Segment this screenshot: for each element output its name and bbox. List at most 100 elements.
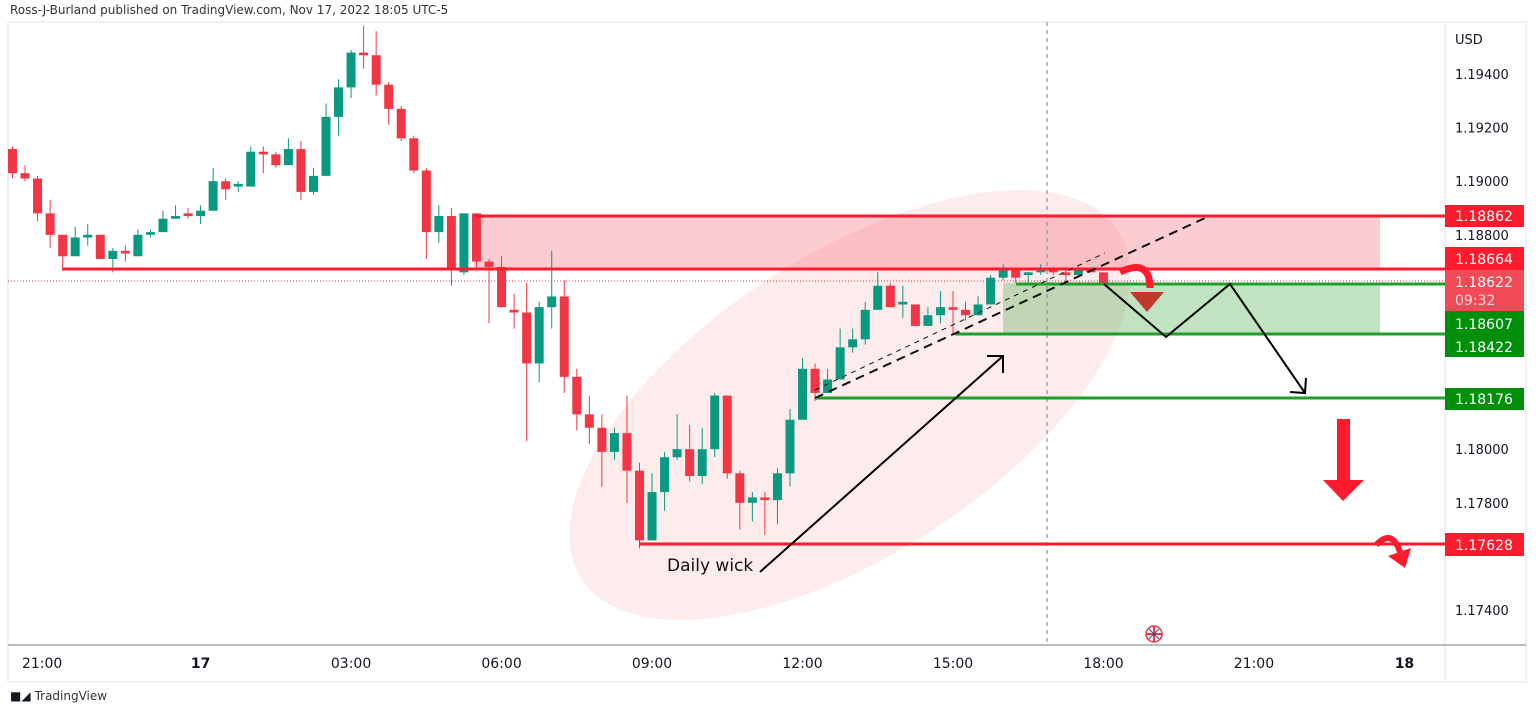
candle[interactable]	[885, 283, 895, 308]
uk-flag-event-icon[interactable]	[1145, 625, 1163, 643]
candle[interactable]	[258, 146, 268, 174]
candle[interactable]	[33, 175, 43, 222]
time-axis[interactable]: 21:00 17 03:00 06:00 09:00 12:00 15:00 18:00 21:…	[22, 656, 1414, 672]
trend-line-dashed-thin[interactable]	[814, 252, 1106, 391]
candle[interactable]	[848, 328, 858, 353]
candle[interactable]	[559, 280, 569, 393]
candle[interactable]	[609, 427, 619, 460]
candle[interactable]	[497, 256, 507, 308]
candle[interactable]	[710, 392, 720, 458]
candle[interactable]	[635, 462, 644, 549]
candle[interactable]	[271, 151, 281, 168]
candle[interactable]	[935, 291, 945, 324]
candle[interactable]	[1098, 272, 1108, 283]
candle[interactable]	[597, 414, 607, 487]
candle[interactable]	[835, 328, 845, 380]
candle[interactable]	[522, 283, 532, 442]
candle[interactable]	[547, 250, 557, 329]
candle[interactable]	[735, 470, 745, 530]
candle[interactable]	[346, 49, 356, 99]
candle[interactable]	[45, 199, 55, 249]
candle[interactable]	[145, 229, 155, 238]
candle[interactable]	[83, 224, 93, 246]
candle[interactable]	[973, 296, 983, 316]
candle[interactable]	[120, 245, 130, 262]
candle[interactable]	[672, 414, 682, 460]
candle[interactable]	[1011, 269, 1021, 284]
candle[interactable]	[898, 285, 908, 318]
candle[interactable]	[158, 210, 168, 233]
candle[interactable]	[384, 82, 394, 125]
candle-body	[233, 183, 243, 187]
candle[interactable]	[948, 291, 958, 334]
support-zone[interactable]	[1003, 283, 1380, 335]
candle[interactable]	[534, 301, 544, 383]
candle[interactable]	[221, 178, 231, 200]
candle-body	[898, 301, 908, 305]
candle[interactable]	[685, 425, 695, 482]
candle[interactable]	[647, 473, 657, 541]
candle[interactable]	[171, 205, 181, 219]
candle[interactable]	[572, 368, 582, 431]
candle[interactable]	[622, 395, 632, 503]
candle-body	[283, 149, 293, 166]
candle[interactable]	[1023, 272, 1033, 284]
candle[interactable]	[396, 106, 406, 141]
candle[interactable]	[308, 167, 318, 195]
candle[interactable]	[296, 141, 306, 200]
projection-path[interactable]	[1103, 282, 1307, 395]
highlight-ellipse[interactable]	[500, 105, 1200, 705]
candle[interactable]	[961, 301, 971, 321]
candle[interactable]	[371, 31, 381, 96]
candle[interactable]	[722, 395, 732, 479]
candle[interactable]	[772, 467, 782, 525]
candle[interactable]	[446, 208, 456, 286]
trend-line-dashed[interactable]	[814, 217, 1206, 399]
candle[interactable]	[20, 165, 30, 182]
candle[interactable]	[334, 79, 344, 136]
candle[interactable]	[923, 307, 933, 326]
candle[interactable]	[321, 103, 331, 176]
candle[interactable]	[660, 451, 670, 511]
candle[interactable]	[70, 226, 80, 257]
candle[interactable]	[986, 275, 996, 305]
candle[interactable]	[359, 25, 369, 69]
candle-body	[409, 138, 419, 171]
candle[interactable]	[584, 395, 594, 444]
candle[interactable]	[860, 301, 870, 345]
candle[interactable]	[58, 234, 68, 267]
candle[interactable]	[747, 492, 757, 522]
candle-body	[1023, 272, 1033, 275]
candle[interactable]	[785, 409, 795, 487]
candle[interactable]	[810, 363, 820, 401]
candle[interactable]	[873, 272, 883, 310]
candle[interactable]	[760, 492, 770, 535]
candle[interactable]	[409, 135, 419, 174]
candle[interactable]	[697, 427, 707, 485]
candle[interactable]	[471, 213, 481, 267]
candle[interactable]	[183, 208, 193, 219]
candle[interactable]	[8, 146, 17, 179]
candle[interactable]	[509, 293, 519, 329]
candle[interactable]	[998, 264, 1008, 281]
candle[interactable]	[1061, 269, 1071, 284]
candle[interactable]	[823, 368, 833, 393]
candle-body	[120, 250, 130, 254]
resistance-zone[interactable]	[474, 216, 1380, 269]
candle[interactable]	[196, 205, 206, 225]
candle[interactable]	[798, 358, 808, 420]
candle[interactable]	[233, 181, 243, 192]
candle[interactable]	[459, 213, 469, 275]
candle[interactable]	[421, 167, 431, 259]
candle[interactable]	[246, 146, 256, 187]
candle-body	[108, 250, 118, 259]
candle[interactable]	[208, 167, 218, 211]
candle[interactable]	[910, 304, 920, 326]
candle[interactable]	[133, 229, 143, 257]
arrow-up-icon[interactable]	[759, 355, 1004, 573]
candle[interactable]	[95, 234, 105, 259]
candle[interactable]	[434, 205, 444, 243]
price-axis[interactable]: 1.19400 1.19200 1.19000 1.18800 1.18000 1.178…	[1455, 68, 1509, 619]
candle[interactable]	[283, 138, 293, 166]
